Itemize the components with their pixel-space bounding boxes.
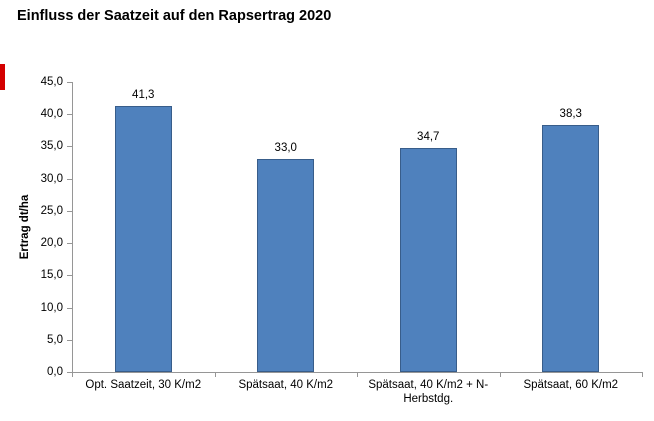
x-category-label: Opt. Saatzeit, 30 K/m2 — [85, 379, 202, 391]
x-tick-mark — [214, 373, 216, 377]
y-tick-label: 5,0 — [47, 333, 63, 346]
y-tick-mark — [67, 114, 72, 116]
y-tick-mark — [67, 307, 72, 309]
x-tick-mark — [72, 373, 73, 377]
y-tick-label: 35,0 — [40, 140, 63, 153]
x-axis-line — [72, 372, 643, 373]
y-tick-mark — [67, 243, 72, 245]
y-tick-mark — [67, 146, 72, 148]
bar — [257, 159, 315, 372]
y-tick-label: 30,0 — [40, 172, 63, 185]
y-tick-mark — [67, 82, 72, 83]
bar-value-label: 33,0 — [274, 142, 297, 154]
y-tick-label: 45,0 — [40, 76, 63, 88]
y-tick-label: 10,0 — [40, 301, 63, 314]
y-tick-mark — [67, 210, 72, 212]
x-category-label: Spätsaat, 40 K/m2 + N-Herbstdg. — [368, 379, 489, 405]
bar-value-label: 34,7 — [417, 131, 440, 143]
bar — [114, 106, 172, 372]
chart-title: Einfluss der Saatzeit auf den Rapsertrag… — [17, 8, 332, 24]
y-tick-mark — [67, 178, 72, 180]
bar-value-label: 38,3 — [559, 108, 582, 120]
y-tick-label: 40,0 — [40, 108, 63, 121]
bar — [399, 148, 457, 372]
x-category-label: Spätsaat, 40 K/m2 — [238, 379, 334, 391]
y-tick-mark — [67, 372, 72, 373]
x-category-label: Spätsaat, 60 K/m2 — [523, 379, 619, 391]
y-tick-label: 20,0 — [40, 237, 63, 250]
y-tick-label: 25,0 — [40, 204, 63, 217]
bar-value-label: 41,3 — [132, 89, 155, 101]
bar — [542, 125, 600, 372]
x-tick-mark — [642, 373, 643, 377]
x-tick-mark — [357, 373, 358, 377]
x-tick-mark — [499, 373, 501, 377]
y-tick-label: 15,0 — [40, 269, 63, 282]
y-tick-label: 0,0 — [47, 366, 63, 378]
red-artifact-mark — [0, 64, 5, 90]
y-axis-line — [72, 82, 73, 373]
y-tick-mark — [67, 275, 72, 277]
y-tick-mark — [67, 339, 72, 341]
